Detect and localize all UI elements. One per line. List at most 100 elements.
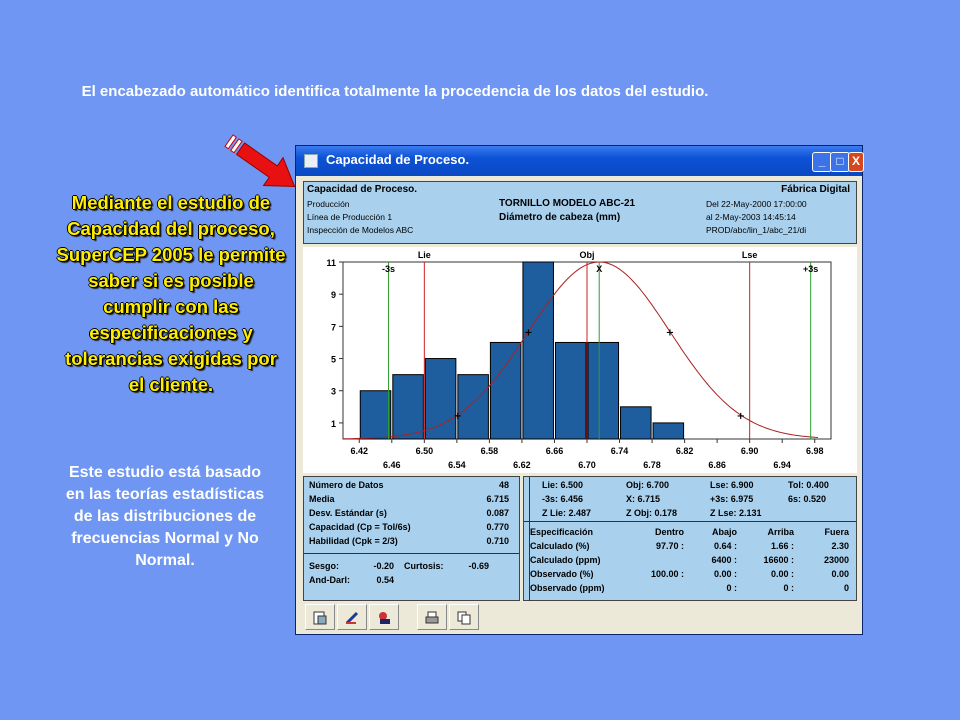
- header-product: TORNILLO MODELO ABC-21: [499, 198, 636, 209]
- x-tick-label: 6.86: [708, 460, 726, 470]
- study-header: Capacidad de Proceso. Fábrica Digital Pr…: [303, 181, 857, 244]
- maximize-button[interactable]: □: [830, 152, 850, 172]
- x-tick-label: 6.74: [611, 446, 629, 456]
- sesgo-label: Sesgo:: [309, 561, 340, 571]
- header-line1: Producción: [307, 199, 350, 209]
- stat-value: 0.087: [486, 508, 509, 518]
- y-tick-label: 11: [326, 258, 336, 268]
- edit-icon: [345, 610, 359, 625]
- histogram-bar: [522, 261, 554, 440]
- print-button[interactable]: [417, 604, 447, 630]
- stat-value: 0.710: [486, 536, 509, 546]
- curve-sigma-marker: +: [524, 328, 532, 339]
- header-line3: Inspección de Modelos ABC: [307, 225, 414, 235]
- stat-label: Capacidad (Cp = Tol/6s): [309, 522, 411, 532]
- limit-value: Z Lse: 2.131: [710, 508, 762, 518]
- properties-button[interactable]: [305, 604, 335, 630]
- stat-value: 6.715: [486, 494, 509, 504]
- title-bar[interactable]: Capacidad de Proceso. _ □ X: [296, 146, 864, 176]
- spec-cell: 0 :: [783, 583, 794, 593]
- stat-label: Número de Datos: [309, 480, 384, 490]
- sesgo-value: -0.20: [373, 561, 394, 571]
- stat-value: 0.770: [486, 522, 509, 532]
- y-tick-label: 7: [331, 322, 336, 332]
- anddarl-label: And-Darl:: [309, 575, 350, 585]
- capacidad-window: Capacidad de Proceso. _ □ X Capacidad de…: [295, 145, 864, 635]
- limit-value: Z Obj: 0.178: [626, 508, 678, 518]
- reference-line-label: Lse: [742, 250, 758, 260]
- reference-line-label: Obj: [580, 250, 595, 260]
- header-characteristic: Diámetro de cabeza (mm): [499, 212, 621, 223]
- stats-summary-panel: Número de Datos 48 Media 6.715 Desv. Estánda…: [303, 476, 520, 601]
- header-company: Fábrica Digital: [781, 184, 850, 195]
- x-tick-label: 6.50: [416, 446, 434, 456]
- copy-icon: [457, 610, 471, 625]
- app-icon: [304, 154, 318, 168]
- spec-header: Dentro: [655, 527, 684, 537]
- x-tick-label: 6.46: [383, 460, 401, 470]
- histogram-bar: [489, 341, 522, 440]
- header-date-to: al 2-May-2003 14:45:14: [706, 212, 796, 222]
- reference-line-label: X: [596, 264, 602, 274]
- spec-cell: 0: [843, 583, 849, 593]
- spec-cell: 0.00 :: [713, 569, 737, 579]
- caption-highlight: Mediante el estudio de Capacidad del pro…: [56, 192, 286, 395]
- stat-label: Media: [309, 494, 335, 504]
- spec-cell: 23000: [823, 555, 849, 565]
- normal-curve: [343, 261, 819, 440]
- limit-value: -3s: 6.456: [542, 494, 584, 504]
- histogram-bar: [554, 341, 587, 440]
- header-path: PROD/abc/lin_1/abc_21/di: [706, 225, 807, 235]
- histogram-panel: 1 3 5 7 9 11 + + + + -3s Lie Obj X Lse +3s 6.42 6.50 6.58 6…: [303, 247, 857, 473]
- header-date-from: Del 22-May-2000 17:00:00: [706, 199, 807, 209]
- spec-row-label: Observado (ppm): [530, 583, 605, 593]
- stat-value: 48: [498, 480, 509, 490]
- limit-value: Lie: 6.500: [542, 480, 584, 490]
- spec-cell: 1.66 :: [770, 541, 794, 551]
- y-tick-label: 9: [331, 290, 336, 300]
- chart-tools-button[interactable]: [369, 604, 399, 630]
- spec-cell: 2.30: [831, 541, 849, 551]
- x-tick-label: 6.70: [578, 460, 596, 470]
- limit-value: Tol: 0.400: [788, 480, 829, 490]
- limit-value: +3s: 6.975: [710, 494, 754, 504]
- x-tick-label: 6.58: [481, 446, 499, 456]
- x-tick-label: 6.94: [773, 460, 791, 470]
- minimize-button[interactable]: _: [812, 152, 832, 172]
- x-tick-label: 6.82: [676, 446, 694, 456]
- limit-value: X: 6.715: [626, 494, 661, 504]
- caption-theory-note: Este estudio está basado en las teorías …: [65, 464, 265, 569]
- caption-header-explanation: El encabezado automático identifica tota…: [81, 83, 709, 100]
- stat-label: Habilidad (Cpk = 2/3): [309, 536, 398, 546]
- window-title: Capacidad de Proceso.: [326, 152, 470, 167]
- histogram-bar: [392, 374, 424, 440]
- edit-button[interactable]: [337, 604, 367, 630]
- limit-value: Z Lie: 2.487: [542, 508, 592, 518]
- y-tick-label: 5: [331, 355, 336, 365]
- close-button[interactable]: X: [848, 152, 864, 172]
- spec-header: Abajo: [711, 527, 737, 537]
- properties-icon: [313, 610, 327, 625]
- header-title: Capacidad de Proceso.: [307, 184, 418, 195]
- curve-sigma-marker: +: [737, 411, 745, 422]
- spec-header: Especificación: [530, 527, 594, 537]
- spec-row-label: Calculado (ppm): [530, 555, 601, 565]
- print-icon: [425, 610, 439, 624]
- x-tick-label: 6.54: [448, 460, 466, 470]
- x-tick-label: 6.42: [351, 446, 369, 456]
- reference-line-label: Lie: [418, 250, 431, 260]
- copy-button[interactable]: [449, 604, 479, 630]
- x-tick-label: 6.78: [643, 460, 661, 470]
- header-line2: Línea de Producción 1: [307, 212, 393, 222]
- spec-row-label: Calculado (%): [530, 541, 590, 551]
- limit-value: Obj: 6.700: [626, 480, 670, 490]
- limit-value: 6s: 0.520: [788, 494, 827, 504]
- stat-label: Desv. Estándar (s): [309, 508, 387, 518]
- y-tick-label: 1: [331, 419, 336, 429]
- histogram-bar: [587, 341, 620, 440]
- curtosis-value: -0.69: [468, 561, 489, 571]
- histogram-bar: [457, 374, 489, 440]
- curve-sigma-marker: +: [666, 328, 674, 339]
- histogram-bar: [652, 422, 685, 440]
